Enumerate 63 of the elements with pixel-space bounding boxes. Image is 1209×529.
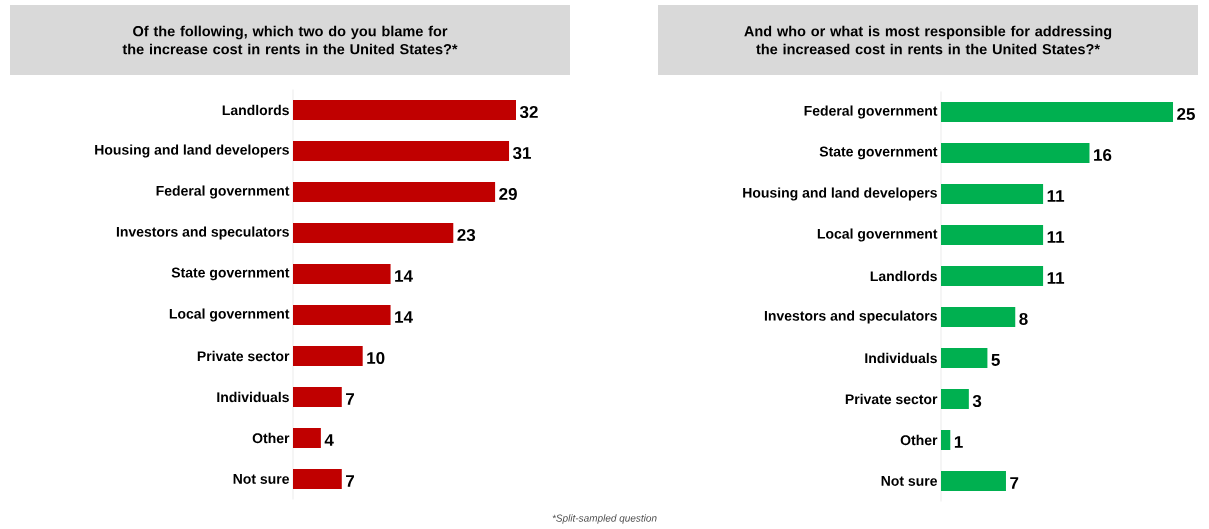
y-tick-label: Local government bbox=[817, 228, 938, 242]
y-tick-label: State government bbox=[171, 267, 290, 281]
bar bbox=[941, 143, 1090, 163]
bar bbox=[941, 430, 951, 450]
data-label: 8 bbox=[1019, 312, 1028, 326]
y-tick-label: State government bbox=[819, 146, 938, 160]
bar bbox=[941, 266, 1044, 286]
data-label: 3 bbox=[972, 394, 982, 408]
bar bbox=[293, 387, 342, 407]
y-tick-label: Other bbox=[900, 434, 938, 446]
bar bbox=[293, 223, 454, 243]
data-label: 11 bbox=[1047, 190, 1065, 202]
chart-title: And who or what is most responsible for addressing the increased cost in rents in the United States?* bbox=[744, 25, 1112, 55]
bar bbox=[293, 182, 496, 202]
y-tick-label: Housing and land developers bbox=[743, 187, 937, 201]
y-tick-label: Landlords bbox=[222, 104, 289, 116]
y-tick-label: Other bbox=[252, 432, 290, 444]
data-label: 11 bbox=[1047, 272, 1065, 284]
bar bbox=[293, 428, 321, 448]
bar bbox=[293, 100, 516, 120]
y-tick-label: Investors and speculators bbox=[116, 226, 289, 240]
data-label: 31 bbox=[512, 146, 531, 160]
bar bbox=[293, 305, 391, 325]
data-label: 11 bbox=[1047, 231, 1065, 243]
bar bbox=[941, 102, 1174, 122]
y-tick-label: Individuals bbox=[865, 352, 937, 364]
data-label: 7 bbox=[1010, 477, 1019, 489]
y-tick-label: Not sure bbox=[233, 474, 289, 484]
data-label: 14 bbox=[395, 311, 413, 323]
y-tick-label: Investors and speculators bbox=[764, 310, 937, 324]
y-tick-label: Private sector bbox=[845, 393, 938, 405]
bar bbox=[941, 471, 1006, 491]
data-label: 7 bbox=[346, 393, 355, 405]
bar bbox=[941, 307, 1016, 327]
y-tick-label: Housing and land developers bbox=[95, 144, 289, 158]
data-label: 25 bbox=[1177, 107, 1195, 121]
bar bbox=[941, 225, 1044, 245]
data-label: 1 bbox=[954, 436, 963, 448]
data-label: 16 bbox=[1094, 148, 1112, 162]
data-label: 29 bbox=[499, 187, 517, 201]
data-label: 7 bbox=[346, 475, 355, 487]
bar bbox=[293, 469, 342, 489]
data-label: 14 bbox=[395, 270, 413, 282]
text: *Split-sampled question bbox=[552, 514, 657, 524]
y-tick-label: Private sector bbox=[197, 350, 290, 362]
bar bbox=[293, 346, 363, 366]
bar bbox=[293, 141, 510, 161]
data-label: 5 bbox=[991, 354, 1000, 366]
y-tick-label: Landlords bbox=[870, 270, 937, 282]
data-label: 4 bbox=[324, 434, 334, 446]
data-label: 23 bbox=[457, 228, 476, 242]
bar bbox=[941, 348, 988, 368]
y-tick-label: Not sure bbox=[881, 476, 937, 486]
y-tick-label: Individuals bbox=[217, 391, 289, 403]
data-label: 32 bbox=[519, 105, 538, 119]
data-label: 10 bbox=[367, 351, 385, 365]
y-tick-label: Local government bbox=[169, 308, 290, 322]
y-tick-label: Federal government bbox=[804, 105, 938, 119]
bar bbox=[941, 184, 1044, 204]
y-tick-label: Federal government bbox=[156, 185, 290, 199]
bar bbox=[941, 389, 969, 409]
bar bbox=[293, 264, 391, 284]
chart-title: Of the following, which two do you blame for the increase cost in rents in the United States?* bbox=[122, 25, 458, 55]
